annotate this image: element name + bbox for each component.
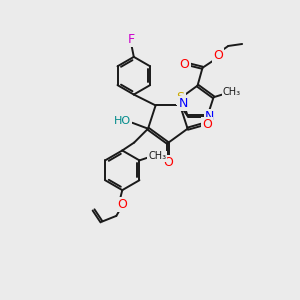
Text: O: O bbox=[117, 199, 127, 212]
Text: N: N bbox=[205, 110, 214, 123]
Text: N: N bbox=[178, 97, 188, 110]
Text: F: F bbox=[127, 32, 134, 46]
Text: O: O bbox=[180, 58, 190, 71]
Text: CH₃: CH₃ bbox=[222, 87, 241, 97]
Text: CH₃: CH₃ bbox=[148, 152, 166, 161]
Text: O: O bbox=[213, 50, 223, 62]
Text: O: O bbox=[163, 156, 173, 170]
Text: O: O bbox=[202, 118, 212, 131]
Text: HO: HO bbox=[114, 116, 131, 126]
Text: S: S bbox=[176, 91, 184, 104]
